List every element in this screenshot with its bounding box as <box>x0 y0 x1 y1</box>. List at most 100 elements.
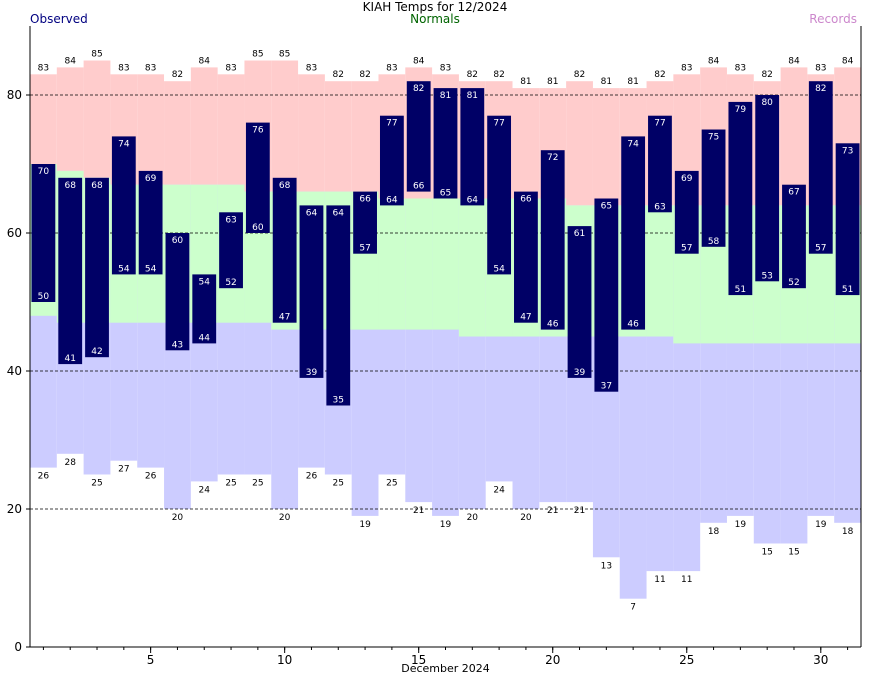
record-low-label: 24 <box>493 485 505 495</box>
record-high-label: 82 <box>574 70 585 80</box>
record-low-label: 15 <box>761 548 772 558</box>
observed-low-label: 63 <box>654 202 665 212</box>
observed-low-label: 66 <box>413 182 425 192</box>
observed-low-label: 60 <box>252 223 264 233</box>
observed-high-label: 76 <box>252 126 264 136</box>
observed-high-label: 82 <box>815 84 826 94</box>
observed-low-label: 52 <box>225 278 236 288</box>
observed-bar <box>514 191 538 323</box>
observed-bar <box>58 177 83 365</box>
record-low-label: 19 <box>359 520 371 530</box>
record-low-label: 25 <box>252 479 263 489</box>
record-high-bar <box>190 67 218 185</box>
observed-low-label: 35 <box>333 396 344 406</box>
observed-bar <box>299 205 324 378</box>
record-high-label: 85 <box>91 50 102 60</box>
observed-bar <box>138 170 163 275</box>
observed-bar <box>31 164 56 302</box>
record-low-label: 19 <box>815 520 827 530</box>
observed-low-label: 39 <box>574 368 586 378</box>
x-tick-label: 30 <box>813 653 828 667</box>
record-high-bar <box>512 88 540 199</box>
record-low-label: 20 <box>279 513 291 523</box>
legend-records: Records <box>809 12 857 26</box>
observed-bar <box>567 226 592 378</box>
observed-bar <box>835 143 860 296</box>
observed-high-label: 69 <box>681 174 693 184</box>
observed-high-label: 74 <box>118 139 130 149</box>
x-tick-label: 20 <box>545 653 560 667</box>
observed-high-label: 66 <box>359 195 371 205</box>
observed-high-label: 77 <box>654 119 665 129</box>
record-low-label: 25 <box>386 479 397 489</box>
observed-low-label: 52 <box>788 278 799 288</box>
observed-low-label: 44 <box>199 333 211 343</box>
record-high-label: 83 <box>735 63 746 73</box>
observed-high-label: 74 <box>627 139 639 149</box>
observed-high-label: 68 <box>91 181 103 191</box>
record-high-label: 83 <box>118 63 129 73</box>
observed-low-label: 39 <box>306 368 318 378</box>
record-high-label: 84 <box>64 56 76 66</box>
record-high-bar <box>780 67 808 206</box>
observed-low-label: 53 <box>761 271 772 281</box>
record-high-label: 84 <box>708 56 720 66</box>
observed-high-label: 54 <box>199 277 211 287</box>
observed-high-label: 81 <box>440 91 451 101</box>
record-low-label: 21 <box>413 506 424 516</box>
record-low-label: 11 <box>654 575 665 585</box>
observed-high-label: 81 <box>467 91 478 101</box>
observed-bar <box>326 205 351 406</box>
y-tick-label: 80 <box>7 88 22 102</box>
record-high-label: 82 <box>359 70 370 80</box>
record-low-label: 19 <box>440 520 452 530</box>
record-high-bar <box>592 88 620 206</box>
observed-bar <box>85 177 109 358</box>
normal-range-bar <box>432 198 459 330</box>
observed-low-label: 43 <box>172 340 183 350</box>
y-tick-label: 0 <box>14 640 22 654</box>
record-low-label: 18 <box>708 527 720 537</box>
record-low-label: 25 <box>333 479 344 489</box>
record-high-bar <box>324 81 352 192</box>
observed-high-label: 67 <box>788 188 799 198</box>
record-high-label: 82 <box>761 70 772 80</box>
observed-low-label: 41 <box>64 354 75 364</box>
observed-low-label: 46 <box>547 320 559 330</box>
observed-bar <box>460 88 485 206</box>
observed-bar <box>219 212 243 289</box>
observed-low-label: 58 <box>708 237 720 247</box>
observed-low-label: 57 <box>681 244 692 254</box>
record-low-label: 26 <box>38 472 50 482</box>
observed-low-label: 47 <box>520 313 531 323</box>
x-tick-label: 25 <box>679 653 694 667</box>
record-high-label: 81 <box>547 77 558 87</box>
record-low-label: 20 <box>172 513 184 523</box>
record-low-label: 25 <box>91 479 102 489</box>
observed-high-label: 75 <box>708 133 719 143</box>
record-high-bar <box>164 81 191 185</box>
observed-high-label: 66 <box>520 195 532 205</box>
record-high-label: 83 <box>440 63 451 73</box>
record-low-label: 11 <box>681 575 692 585</box>
x-axis-label: December 2024 <box>401 662 490 675</box>
record-low-label: 24 <box>199 485 211 495</box>
observed-low-label: 47 <box>279 313 290 323</box>
record-high-bar <box>30 74 57 164</box>
observed-bar <box>728 101 753 296</box>
observed-low-label: 64 <box>467 195 479 205</box>
observed-low-label: 57 <box>815 244 826 254</box>
legend-observed: Observed <box>30 12 88 26</box>
record-high-bar <box>137 74 165 185</box>
observed-low-label: 50 <box>38 292 50 302</box>
record-high-label: 83 <box>681 63 692 73</box>
record-low-label: 20 <box>520 513 532 523</box>
observed-bar <box>674 170 699 254</box>
record-high-label: 82 <box>172 70 183 80</box>
observed-low-label: 54 <box>118 264 130 274</box>
x-tick-label: 10 <box>277 653 292 667</box>
record-high-label: 83 <box>225 63 236 73</box>
observed-high-label: 72 <box>547 153 558 163</box>
observed-bar <box>379 115 404 206</box>
record-high-label: 84 <box>788 56 800 66</box>
